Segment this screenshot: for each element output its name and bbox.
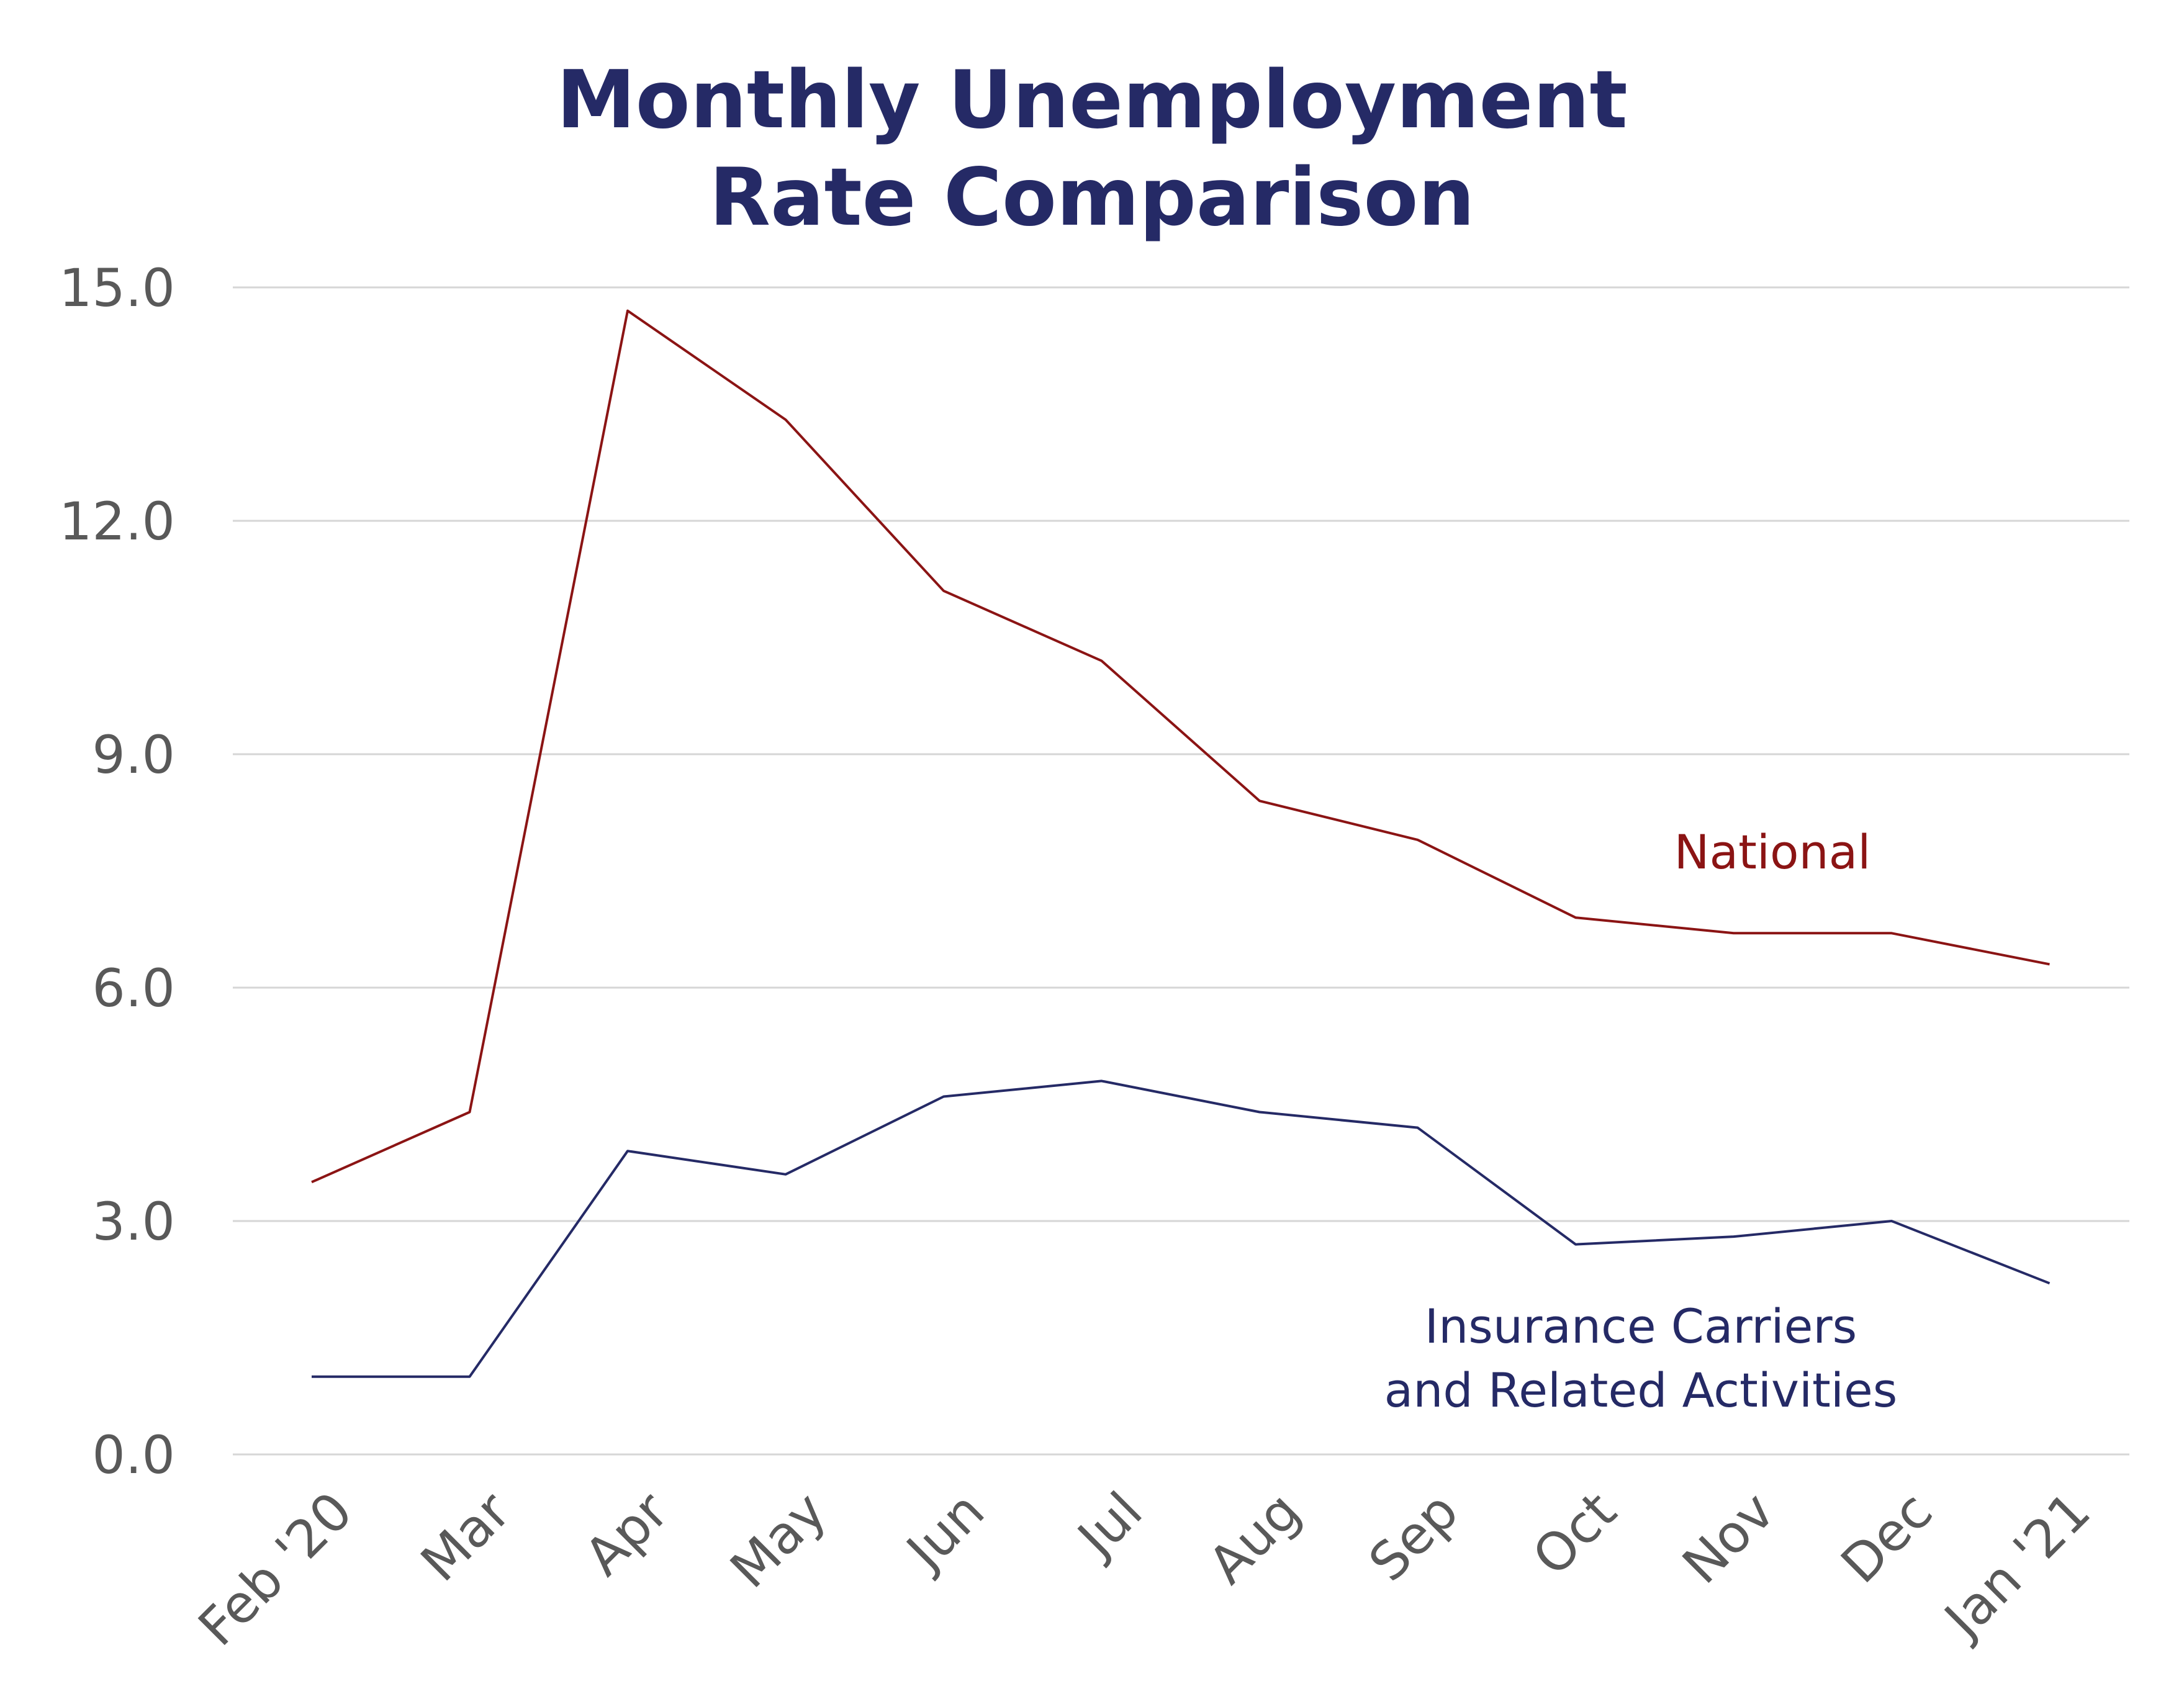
y-tick-label: 3.0: [92, 1191, 175, 1252]
insurance-series-label: and Related Activities: [1384, 1363, 1898, 1418]
insurance-series-label: Insurance Carriers: [1425, 1299, 1857, 1354]
x-tick-label: Mar: [409, 1480, 522, 1593]
y-axis-tick-labels: 0.0 3.0 6.0 9.0 12.0 15.0: [59, 258, 175, 1485]
series-lines: [311, 309, 2051, 1378]
national-series-line: [311, 309, 2050, 1184]
chart-title-line-2: Rate Comparison: [710, 151, 1475, 244]
insurance-series-line: [312, 1079, 2051, 1378]
series-labels: National Insurance Carriers and Related Ac…: [1384, 824, 1898, 1418]
x-tick-label: Jan '21: [1931, 1480, 2101, 1651]
y-tick-label: 9.0: [92, 724, 175, 785]
chart-title: Monthly Unemployment Rate Comparison: [556, 54, 1627, 244]
x-tick-label: Jul: [1064, 1480, 1154, 1571]
national-series-label: National: [1674, 824, 1871, 880]
chart-title-line-1: Monthly Unemployment: [556, 54, 1627, 146]
x-tick-label: Aug: [1197, 1480, 1312, 1595]
x-tick-label: Apr: [573, 1480, 680, 1587]
x-tick-label: Dec: [1830, 1480, 1944, 1595]
x-tick-label: Feb '20: [187, 1480, 364, 1657]
x-axis-tick-labels: Feb '20 Mar Apr May Jun Jul Aug Sep Oct Nov DecJan…: [187, 1480, 2102, 1658]
x-tick-label: Nov: [1671, 1480, 1785, 1595]
y-tick-label: 0.0: [92, 1425, 175, 1485]
y-tick-label: 6.0: [92, 958, 175, 1019]
x-tick-label: Oct: [1521, 1480, 1628, 1587]
x-tick-label: Jun: [893, 1480, 996, 1584]
x-tick-label: May: [719, 1480, 838, 1600]
x-tick-label: Sep: [1357, 1480, 1469, 1593]
gridlines: [233, 286, 2129, 1456]
y-tick-label: 15.0: [59, 258, 175, 318]
y-tick-label: 12.0: [59, 491, 175, 552]
